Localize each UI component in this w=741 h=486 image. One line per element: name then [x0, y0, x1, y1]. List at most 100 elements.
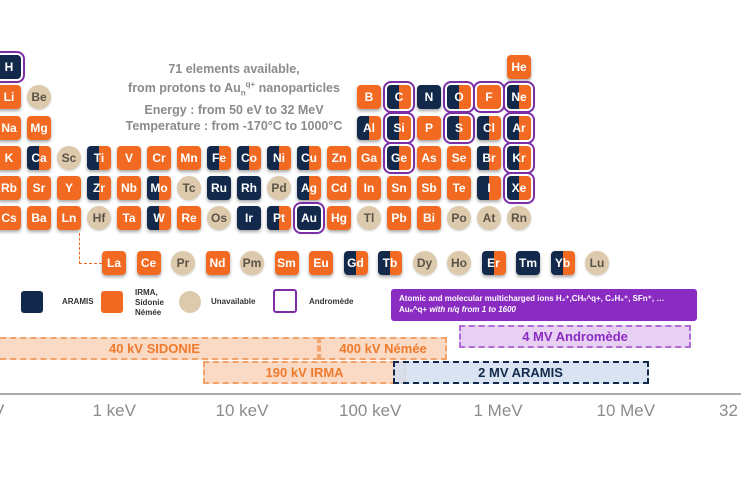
element-sn: Sn: [387, 176, 411, 200]
energy-axis: [0, 393, 741, 395]
legend-unavailable-label: Unavailable: [211, 297, 256, 306]
tick-label: 1 keV: [92, 401, 136, 420]
range-bar: 40 kV SIDONIE: [0, 337, 320, 360]
legend-aramis-label: ARAMIS: [62, 297, 94, 306]
element-re: Re: [177, 206, 201, 230]
element-tl: Tl: [357, 206, 381, 230]
element-yb: Yb: [550, 251, 575, 275]
legend-irma-swatch: [101, 291, 123, 313]
element-se: Se: [447, 146, 471, 170]
element-pm: Pm: [240, 251, 264, 275]
element-tb: Tb: [378, 251, 402, 275]
info-line-3: Energy : from 50 eV to 32 MeV: [144, 102, 324, 117]
element-cl: Cl: [477, 116, 501, 140]
info-text: 71 elements available, from protons to A…: [100, 61, 368, 134]
element-cs: Cs: [0, 206, 21, 230]
element-cd: Cd: [327, 176, 351, 200]
element-si: Si: [387, 116, 411, 140]
element-lu: Lu: [585, 251, 609, 275]
legend-andromede-label: Andromède: [309, 297, 354, 306]
element-pd: Pd: [267, 176, 291, 200]
element-as: As: [417, 146, 441, 170]
element-kr: Kr: [507, 146, 531, 170]
element-at: At: [477, 206, 501, 230]
element-hg: Hg: [327, 206, 351, 230]
element-ag: Ag: [297, 176, 321, 200]
element-ho: Ho: [447, 251, 471, 275]
element-mn: Mn: [177, 146, 201, 170]
element-he: He: [507, 55, 531, 79]
element-n: N: [417, 85, 441, 109]
element-ca: Ca: [27, 146, 51, 170]
element-fe: Fe: [207, 146, 231, 170]
element-rb: Rb: [0, 176, 21, 200]
element-ln: Ln: [57, 206, 81, 230]
element-br: Br: [477, 146, 501, 170]
info-line-1: 71 elements available,: [168, 62, 300, 76]
element-pt: Pt: [267, 206, 291, 230]
tick-label: 100 keV: [339, 401, 402, 420]
range-bar: 2 MV ARAMIS: [392, 361, 649, 384]
element-sc: Sc: [57, 146, 81, 170]
range-bar: 190 kV IRMA: [203, 361, 406, 384]
element-s: S: [447, 116, 471, 140]
element-c: C: [387, 85, 411, 109]
tick-label: 10 MeV: [596, 401, 656, 420]
element-ce: Ce: [136, 251, 161, 275]
element-tc: Tc: [177, 176, 201, 200]
element-mg: Mg: [27, 116, 51, 140]
element-gd: Gd: [343, 251, 368, 275]
element-be: Be: [27, 85, 51, 109]
element-b: B: [357, 85, 381, 109]
element-dy: Dy: [412, 251, 437, 275]
element-w: W: [147, 206, 171, 230]
element-cr: Cr: [147, 146, 171, 170]
element-i: I: [477, 176, 501, 200]
legend-andromede-swatch: [273, 289, 297, 313]
element-ti: Ti: [87, 146, 111, 170]
element-ga: Ga: [357, 146, 381, 170]
element-bi: Bi: [417, 206, 441, 230]
tick-label: 32: [719, 401, 738, 420]
element-ar: Ar: [507, 116, 531, 140]
element-zn: Zn: [327, 146, 351, 170]
tick-label: 10 keV: [215, 401, 269, 420]
element-ge: Ge: [387, 146, 411, 170]
element-co: Co: [237, 146, 261, 170]
element-h: H: [0, 55, 21, 79]
element-la: La: [102, 251, 126, 275]
element-xe: Xe: [507, 176, 531, 200]
range-bar: 400 kV Némée: [319, 337, 448, 360]
element-ta: Ta: [117, 206, 141, 230]
info-line-2: from protons to Aunq+ nanoparticles: [128, 80, 340, 98]
element-pb: Pb: [387, 206, 411, 230]
element-rh: Rh: [237, 176, 261, 200]
element-v: V: [117, 146, 141, 170]
element-po: Po: [447, 206, 471, 230]
element-p: P: [417, 116, 441, 140]
element-sr: Sr: [27, 176, 51, 200]
element-eu: Eu: [309, 251, 333, 275]
element-au: Au: [297, 206, 321, 230]
range-bar: 4 MV Andromède: [459, 325, 691, 348]
element-os: Os: [207, 206, 231, 230]
molecular-ions-note: Atomic and molecular multicharged ions H…: [391, 289, 697, 321]
tick-label: 1 MeV: [473, 401, 523, 420]
element-ba: Ba: [27, 206, 51, 230]
element-al: Al: [357, 116, 381, 140]
element-o: O: [447, 85, 471, 109]
element-pr: Pr: [171, 251, 195, 275]
element-in: In: [357, 176, 381, 200]
info-line-4: Temperature : from -170°C to 1000°C: [125, 118, 343, 133]
element-cu: Cu: [297, 146, 321, 170]
element-sb: Sb: [417, 176, 441, 200]
element-ni: Ni: [267, 146, 291, 170]
element-f: F: [477, 85, 501, 109]
element-te: Te: [447, 176, 471, 200]
element-hf: Hf: [87, 206, 111, 230]
lanthanide-connector: [79, 233, 102, 264]
legend-irma-label: IRMA, Sidonie Némée: [135, 288, 164, 317]
element-k: K: [0, 146, 21, 170]
element-na: Na: [0, 116, 21, 140]
element-er: Er: [481, 251, 506, 275]
